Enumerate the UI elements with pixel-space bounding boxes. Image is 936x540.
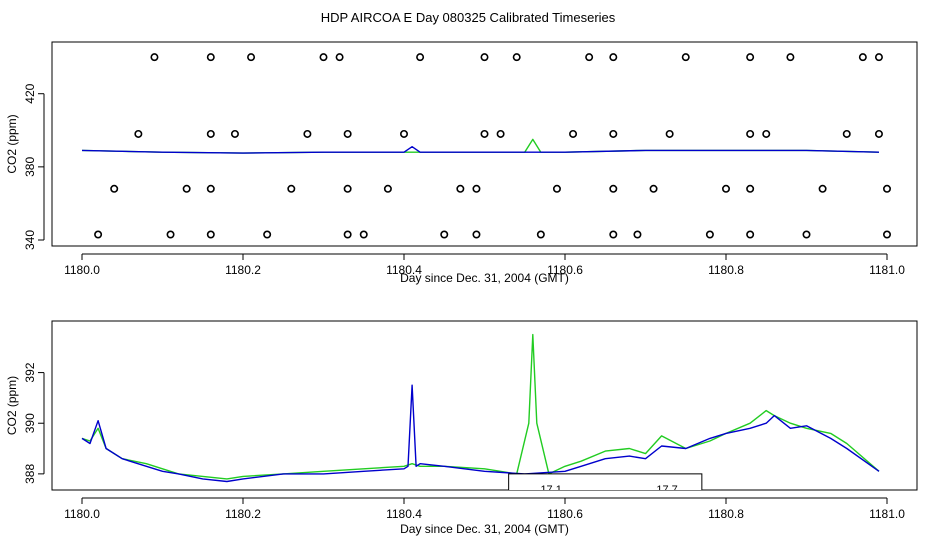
data-point	[263, 230, 272, 239]
data-point	[858, 53, 867, 62]
data-point	[230, 129, 239, 138]
data-point	[399, 129, 408, 138]
data-point	[746, 184, 755, 193]
data-point	[585, 53, 594, 62]
y-axis-label: CO2 (ppm)	[5, 114, 19, 173]
x-tick-label: 1181.0	[869, 507, 905, 521]
data-point	[343, 184, 352, 193]
y-axis-label: CO2 (ppm)	[5, 376, 19, 435]
data-point	[480, 129, 489, 138]
x-tick-label: 1180.2	[225, 263, 261, 277]
y-tick-label: 420	[23, 83, 37, 103]
legend: 17.1 17.7	[508, 473, 703, 496]
y-tick-label: 390	[23, 413, 37, 433]
data-point	[609, 184, 618, 193]
series-group	[81, 53, 891, 239]
data-point	[247, 53, 256, 62]
data-point	[681, 53, 690, 62]
data-point	[746, 230, 755, 239]
data-point	[456, 184, 465, 193]
x-tick-label: 1180.2	[225, 507, 261, 521]
data-point	[206, 184, 215, 193]
data-point	[649, 184, 658, 193]
data-point	[842, 129, 851, 138]
data-point	[882, 184, 891, 193]
data-point	[609, 53, 618, 62]
data-point	[335, 53, 344, 62]
data-point	[746, 53, 755, 62]
x-tick-label: 1180.8	[708, 507, 744, 521]
data-point	[569, 129, 578, 138]
x-tick-label: 1180.0	[64, 263, 100, 277]
data-point	[496, 129, 505, 138]
x-axis-label: Day since Dec. 31, 2004 (GMT)	[400, 271, 569, 285]
data-point	[552, 184, 561, 193]
data-point	[416, 53, 425, 62]
y-tick-label: 388	[23, 464, 37, 484]
data-point	[818, 184, 827, 193]
plot-frame	[51, 320, 918, 491]
x-tick-label: 1180.4	[386, 507, 422, 521]
legend-box	[508, 473, 703, 490]
data-point	[319, 53, 328, 62]
data-point	[440, 230, 449, 239]
x-tick-label: 1180.6	[547, 263, 583, 277]
legend-entry: 17.1	[540, 484, 561, 496]
data-point	[874, 53, 883, 62]
series-line-blue	[81, 145, 880, 154]
x-tick-label: 1180.8	[708, 263, 744, 277]
data-point	[206, 53, 215, 62]
y-tick-label: 392	[23, 362, 37, 382]
data-point	[802, 230, 811, 239]
data-point	[882, 230, 891, 239]
data-point	[472, 184, 481, 193]
data-point	[359, 230, 368, 239]
data-point	[762, 129, 771, 138]
data-point	[536, 230, 545, 239]
data-point	[182, 184, 191, 193]
bottom-panel: 1180.0 1180.2 1180.4 1180.6 1180.8 1181.0 388 3…	[5, 320, 918, 536]
data-point	[150, 53, 159, 62]
data-point	[166, 230, 175, 239]
data-point	[287, 184, 296, 193]
data-point	[609, 129, 618, 138]
data-point	[343, 129, 352, 138]
series-line-blue	[81, 384, 880, 483]
series-line-green	[81, 333, 880, 480]
data-point	[512, 53, 521, 62]
data-point	[343, 230, 352, 239]
data-point	[705, 230, 714, 239]
data-point	[633, 230, 642, 239]
y-tick-label: 340	[23, 230, 37, 250]
data-point	[721, 184, 730, 193]
legend-entry: 17.7	[656, 484, 677, 496]
data-point	[480, 53, 489, 62]
data-point	[134, 129, 143, 138]
data-point	[94, 230, 103, 239]
series-group	[81, 333, 880, 483]
x-tick-label: 1180.4	[386, 263, 422, 277]
x-tick-label: 1181.0	[869, 263, 905, 277]
data-point	[786, 53, 795, 62]
data-point	[206, 129, 215, 138]
x-axis-label: Day since Dec. 31, 2004 (GMT)	[400, 522, 569, 536]
data-point	[874, 129, 883, 138]
data-point	[746, 129, 755, 138]
data-point	[110, 184, 119, 193]
plot-frame	[51, 41, 918, 247]
y-tick-label: 380	[23, 157, 37, 177]
data-point	[609, 230, 618, 239]
top-panel: 1180.0 1180.2 1180.4 1180.6 1180.8 1181.0 340 3…	[5, 41, 918, 285]
x-tick-label: 1180.0	[64, 507, 100, 521]
data-point	[206, 230, 215, 239]
data-point	[472, 230, 481, 239]
data-point	[383, 184, 392, 193]
x-tick-label: 1180.6	[547, 507, 583, 521]
data-point	[303, 129, 312, 138]
figure-title: HDP AIRCOA E Day 080325 Calibrated Times…	[321, 10, 616, 25]
data-point	[665, 129, 674, 138]
